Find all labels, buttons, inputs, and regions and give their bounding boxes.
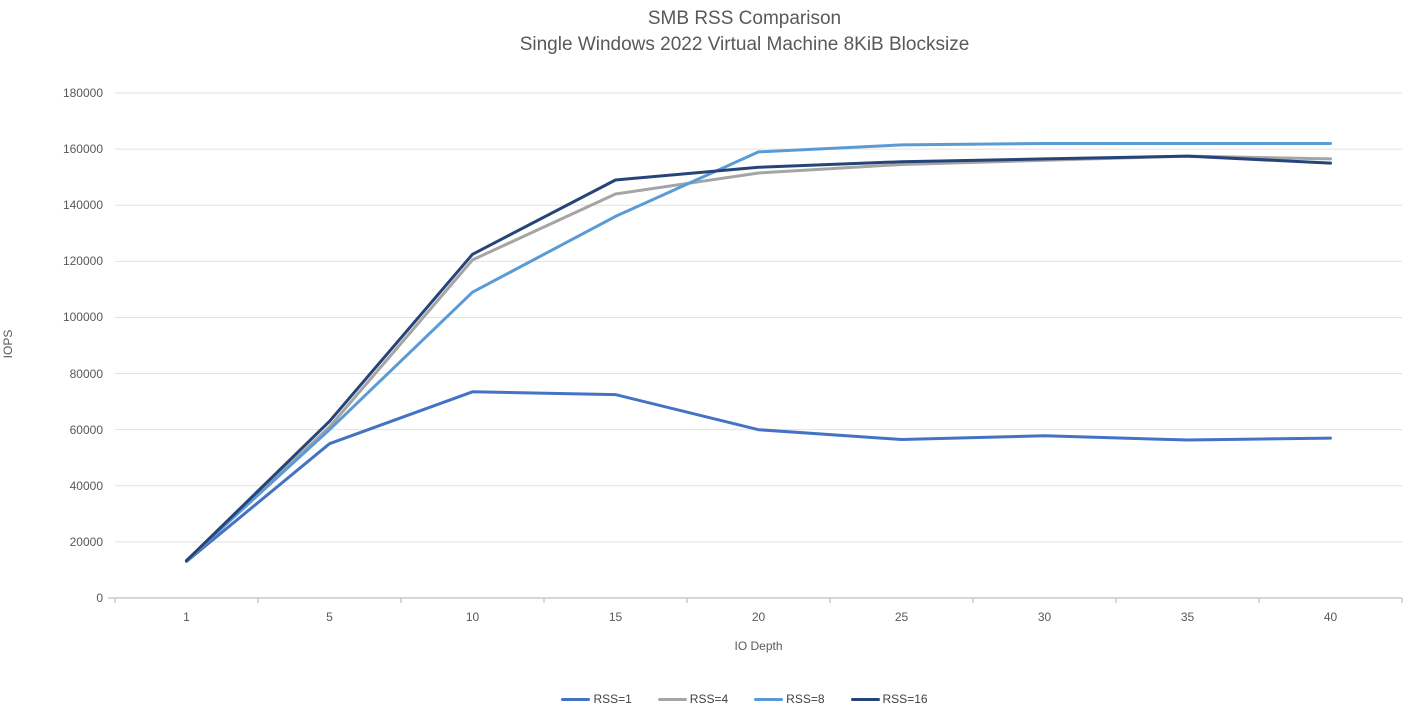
legend-line-swatch: [754, 697, 784, 701]
y-tick-label: 80000: [69, 366, 103, 381]
x-tick-label: 35: [1180, 610, 1195, 624]
legend-label: RSS=1: [593, 692, 632, 706]
y-tick-label: 120000: [62, 254, 103, 269]
legend-line-swatch: [561, 697, 591, 701]
y-axis-title: IOPS: [1, 329, 15, 359]
y-tick-label: 20000: [69, 534, 103, 549]
x-tick-label: 15: [608, 610, 623, 624]
y-tick-label: 60000: [69, 422, 103, 437]
x-tick-label: 1: [183, 610, 190, 624]
legend-label: RSS=4: [689, 692, 729, 706]
x-axis-title: IO Depth: [734, 639, 783, 653]
series-line-rss-1: [185, 390, 1332, 563]
legend-item-rss-4: RSS=4: [657, 692, 729, 706]
y-tick-label: 140000: [62, 198, 103, 213]
legend-item-rss-8: RSS=8: [754, 692, 825, 706]
x-tick-label: 10: [465, 610, 480, 624]
chart-subtitle: Single Windows 2022 Virtual Machine 8KiB…: [519, 34, 970, 55]
legend-label: RSS=8: [786, 692, 825, 706]
chart-title-block: SMB RSS Comparison Single Windows 2022 V…: [81, 6, 1408, 58]
legend-label: RSS=16: [882, 692, 928, 706]
y-tick-label: 40000: [69, 478, 103, 493]
y-tick-label: 0: [96, 591, 103, 605]
chart-title: SMB RSS Comparison: [647, 8, 842, 29]
x-tick-label: 40: [1323, 610, 1338, 624]
y-tick-label: 100000: [62, 310, 103, 325]
legend: RSS=1 RSS=4 RSS=8 RSS=16: [81, 692, 1408, 706]
legend-line-swatch: [657, 697, 687, 701]
y-tick-label: 180000: [62, 86, 103, 100]
y-tick-label: 160000: [62, 142, 103, 157]
x-tick-label: 30: [1037, 610, 1052, 624]
series-line-rss-8: [185, 142, 1332, 562]
x-tick-label: 20: [751, 610, 766, 624]
legend-item-rss-1: RSS=1: [561, 692, 632, 706]
series-line-rss-4: [185, 154, 1332, 563]
legend-line-swatch: [850, 697, 880, 701]
legend-item-rss-16: RSS=16: [850, 692, 928, 706]
x-tick-label: 25: [894, 610, 909, 624]
series-line-rss-16: [185, 154, 1332, 563]
x-tick-label: 5: [326, 610, 333, 624]
